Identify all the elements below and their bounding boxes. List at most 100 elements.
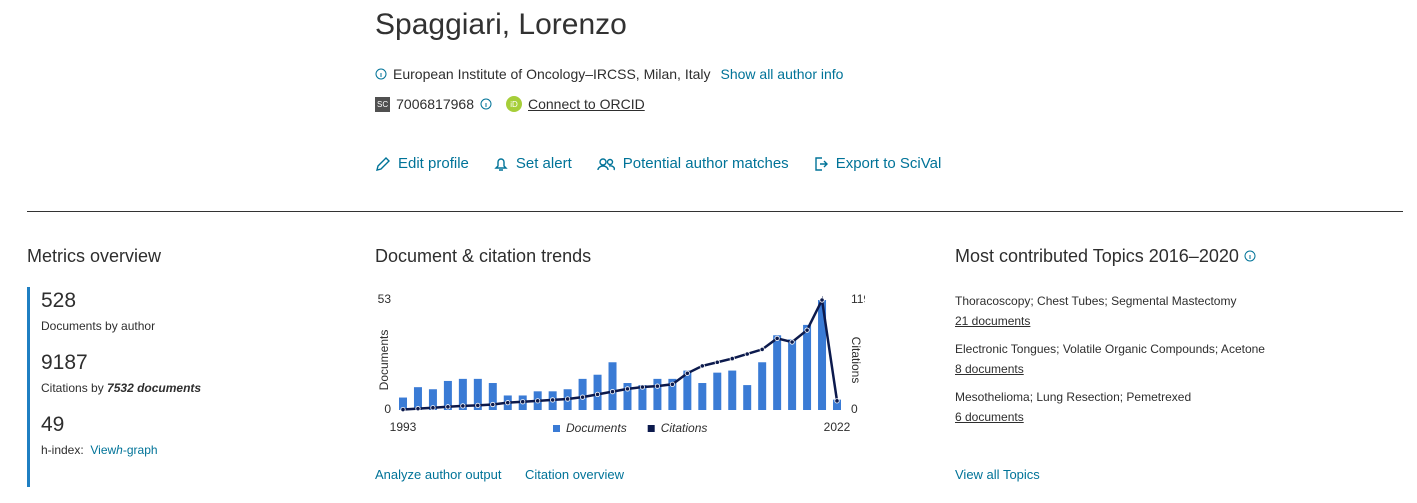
y-tick-label: 0 — [384, 402, 391, 416]
metrics: 528 Documents by author 9187 Citations b… — [27, 287, 241, 487]
citation-point — [520, 399, 526, 405]
citation-point — [624, 386, 631, 392]
show-info-link[interactable]: Show all author info — [720, 66, 844, 82]
topic-count[interactable]: 21 documents — [955, 314, 1031, 328]
citation-point — [774, 335, 780, 341]
topic-name: Thoracoscopy; Chest Tubes; Segmental Mas… — [955, 294, 1237, 308]
citations-docs: 7532 documents — [107, 381, 202, 395]
y-tick-label: 53 — [378, 292, 392, 306]
citation-point — [744, 351, 750, 357]
legend-label: Documents — [566, 421, 627, 435]
citation-overview-link[interactable]: Citation overview — [525, 467, 624, 482]
citation-line — [402, 295, 839, 411]
action-edit[interactable]: Edit profile — [375, 155, 469, 172]
citation-point — [729, 355, 735, 362]
bar — [758, 362, 767, 410]
bar — [818, 300, 827, 410]
y2-axis-title: Citations — [849, 337, 863, 384]
citation-point — [565, 396, 571, 402]
id-row: SC 7006817968 iD Connect to ORCID — [375, 96, 645, 112]
y-axis-title: Documents — [377, 330, 391, 391]
citation-point — [654, 383, 661, 389]
affiliation-row: European Institute of Oncology–IRCSS, Mi… — [375, 66, 843, 82]
citations-prefix: Citations by — [41, 381, 104, 395]
affiliation: European Institute of Oncology–IRCSS, Mi… — [393, 66, 711, 82]
citation-point — [415, 406, 421, 412]
metrics-title: Metrics overview — [27, 246, 162, 266]
analyze-link[interactable]: Analyze author output — [375, 467, 502, 482]
documents-count: 528 — [41, 289, 77, 312]
citation-point — [609, 389, 616, 395]
bar — [428, 389, 437, 410]
citation-point — [445, 404, 451, 410]
x-tick-label: 2022 — [824, 420, 851, 434]
citation-point — [819, 297, 825, 303]
bar — [399, 397, 407, 410]
citation-point — [550, 397, 556, 403]
citation-point — [594, 391, 601, 397]
bar — [578, 378, 587, 410]
bar — [443, 380, 452, 410]
citation-point — [430, 405, 436, 411]
legend-swatch — [647, 425, 655, 432]
orcid-link[interactable]: Connect to ORCID — [528, 96, 645, 112]
citation-point — [789, 339, 795, 345]
bar — [833, 399, 841, 410]
trends-title: Document & citation trends — [375, 246, 592, 266]
topics-title: Most contributed Topics 2016–2020 — [955, 246, 1256, 267]
citations-count: 9187 — [41, 351, 88, 374]
bar — [623, 383, 632, 410]
x-tick-label: 1993 — [390, 420, 417, 434]
bar — [638, 385, 647, 410]
topic-count[interactable]: 8 documents — [955, 362, 1024, 376]
citations-label: Citations by 7532 documents — [41, 381, 241, 395]
citation-point — [505, 400, 511, 406]
citation-point — [490, 401, 496, 408]
topic-count[interactable]: 6 documents — [955, 410, 1024, 424]
citation-point — [804, 327, 810, 333]
bar — [458, 378, 467, 410]
bar — [608, 362, 617, 410]
h-graph-link[interactable]: Viewh-graph — [90, 443, 158, 457]
citation-point — [759, 346, 765, 352]
bar — [473, 378, 482, 410]
actions: Edit profile Set alert Potential author … — [375, 155, 941, 172]
bar — [488, 383, 497, 410]
bar — [803, 324, 812, 410]
y2-tick-label: 0 — [851, 402, 858, 416]
citation-point — [579, 394, 586, 400]
topic-name: Mesothelioma; Lung Resection; Pemetrexed — [955, 390, 1192, 404]
bar — [653, 378, 662, 410]
citation-point — [535, 398, 541, 404]
svg-text:iD: iD — [510, 100, 518, 109]
legend-label: Citations — [661, 421, 708, 435]
h-index-label: h-index: Viewh-graph — [41, 443, 241, 457]
y2-tick-label: 1198 — [851, 292, 865, 306]
view-topics-link[interactable]: View all Topics — [955, 467, 1040, 482]
author-name: Spaggiari, Lorenzo — [375, 8, 627, 41]
action-export[interactable]: Export to SciVal — [813, 155, 941, 172]
bar — [773, 335, 782, 410]
citation-point — [475, 402, 481, 409]
author-id: 7006817968 — [396, 96, 474, 112]
citation-point — [669, 381, 675, 387]
divider — [27, 211, 1403, 212]
bar — [413, 387, 422, 410]
h-index-text: h-index: — [41, 443, 84, 457]
bar — [788, 339, 797, 410]
trends-chart: 0 53 0 1198 1993 2022 Documents Citations Docume… — [377, 292, 865, 435]
topic-name: Electronic Tongues; Volatile Organic Com… — [955, 342, 1265, 356]
info-icon — [480, 98, 492, 110]
legend-swatch — [553, 425, 560, 432]
action-matches[interactable]: Potential author matches — [596, 155, 789, 172]
bar — [698, 383, 707, 410]
citation-point — [699, 363, 705, 369]
h-index: 49 — [41, 413, 65, 436]
citation-point — [639, 384, 646, 390]
orcid-icon: iD — [506, 96, 522, 112]
bar — [683, 370, 692, 410]
citation-point — [460, 403, 466, 409]
action-alert[interactable]: Set alert — [493, 155, 572, 172]
bar — [728, 370, 737, 410]
